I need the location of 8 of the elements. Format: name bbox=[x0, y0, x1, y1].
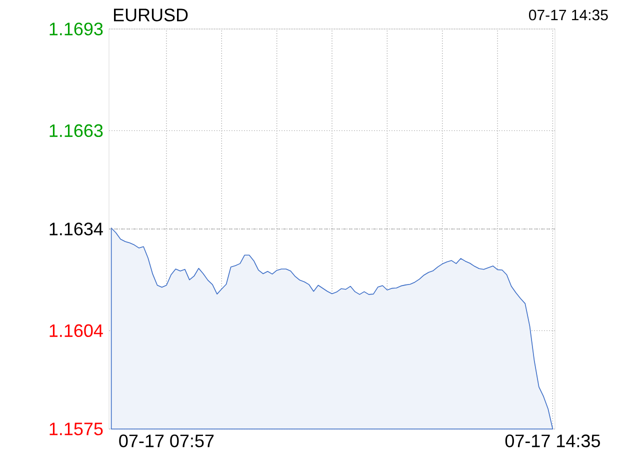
x-tick-label: 07-17 07:57 bbox=[119, 434, 214, 448]
y-tick-label: 1.1634 bbox=[50, 222, 103, 236]
chart-subtitle: 07-17 14:35 bbox=[528, 10, 608, 20]
chart-title: EURUSD bbox=[114, 8, 188, 22]
y-tick-label: 1.1575 bbox=[50, 422, 103, 436]
y-tick-label: 1.1693 bbox=[50, 22, 103, 36]
y-tick-label: 1.1604 bbox=[50, 324, 103, 338]
y-tick-label: 1.1663 bbox=[50, 124, 103, 138]
